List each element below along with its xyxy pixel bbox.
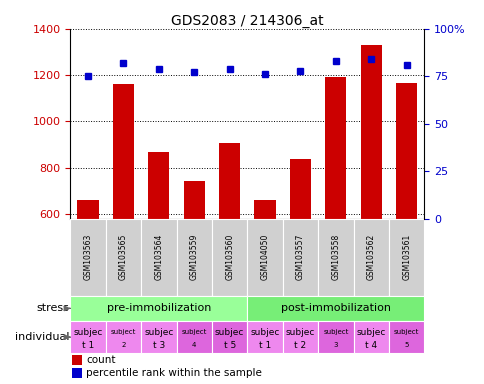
Text: subjec: subjec (214, 328, 244, 337)
Bar (72, 355, 82, 366)
Text: subject: subject (110, 329, 136, 335)
Text: t 4: t 4 (364, 341, 377, 350)
Bar (282, 321, 318, 353)
Text: subject: subject (181, 329, 207, 335)
Text: subject: subject (322, 329, 348, 335)
Text: t 2: t 2 (294, 341, 306, 350)
Text: GSM103558: GSM103558 (331, 234, 340, 280)
Bar (70, 321, 106, 353)
Text: percentile rank within the sample: percentile rank within the sample (86, 368, 261, 378)
Bar (77, 200, 98, 219)
Text: t 3: t 3 (152, 341, 165, 350)
Text: subject: subject (393, 329, 419, 335)
Bar (70, 219, 106, 296)
Bar (148, 152, 169, 219)
Bar (388, 321, 424, 353)
Text: t 1: t 1 (258, 341, 271, 350)
Bar (282, 219, 318, 296)
Bar (106, 321, 141, 353)
Text: GSM103562: GSM103562 (366, 234, 375, 280)
Bar (212, 321, 247, 353)
Bar (247, 296, 424, 321)
Text: count: count (86, 356, 116, 366)
Text: 4: 4 (192, 342, 196, 348)
Bar (113, 84, 134, 219)
Bar (353, 321, 388, 353)
Bar (183, 180, 204, 219)
Text: subjec: subjec (285, 328, 315, 337)
Bar (325, 78, 346, 219)
Text: subjec: subjec (73, 328, 103, 337)
Text: post-immobilization: post-immobilization (280, 303, 390, 313)
Text: t 5: t 5 (223, 341, 235, 350)
Text: 5: 5 (404, 342, 408, 348)
Bar (176, 321, 212, 353)
Bar (72, 368, 82, 378)
Text: GSM103561: GSM103561 (401, 234, 410, 280)
Text: 3: 3 (333, 342, 337, 348)
Text: GSM103560: GSM103560 (225, 234, 234, 280)
Text: subjec: subjec (144, 328, 173, 337)
Text: individual: individual (15, 332, 70, 342)
Bar (254, 200, 275, 219)
Bar (141, 219, 176, 296)
Bar (318, 219, 353, 296)
Text: t 1: t 1 (82, 341, 94, 350)
Bar (360, 45, 381, 219)
Bar (212, 219, 247, 296)
Text: GSM103557: GSM103557 (295, 234, 304, 280)
Bar (318, 321, 353, 353)
Text: pre-immobilization: pre-immobilization (106, 303, 211, 313)
Text: GSM104050: GSM104050 (260, 234, 269, 280)
Bar (388, 219, 424, 296)
Text: GSM103565: GSM103565 (119, 234, 128, 280)
Bar (353, 219, 388, 296)
Text: 2: 2 (121, 342, 125, 348)
Text: stress: stress (37, 303, 70, 313)
Bar (219, 144, 240, 219)
Text: GSM103559: GSM103559 (189, 234, 198, 280)
Bar (141, 321, 176, 353)
Bar (176, 219, 212, 296)
Bar (247, 219, 282, 296)
Bar (106, 219, 141, 296)
Title: GDS2083 / 214306_at: GDS2083 / 214306_at (171, 14, 323, 28)
Text: subjec: subjec (250, 328, 279, 337)
Text: GSM103563: GSM103563 (83, 234, 92, 280)
Bar (395, 83, 416, 219)
Bar (70, 296, 247, 321)
Bar (247, 321, 282, 353)
Text: GSM103564: GSM103564 (154, 234, 163, 280)
Text: subjec: subjec (356, 328, 385, 337)
Bar (289, 159, 310, 219)
